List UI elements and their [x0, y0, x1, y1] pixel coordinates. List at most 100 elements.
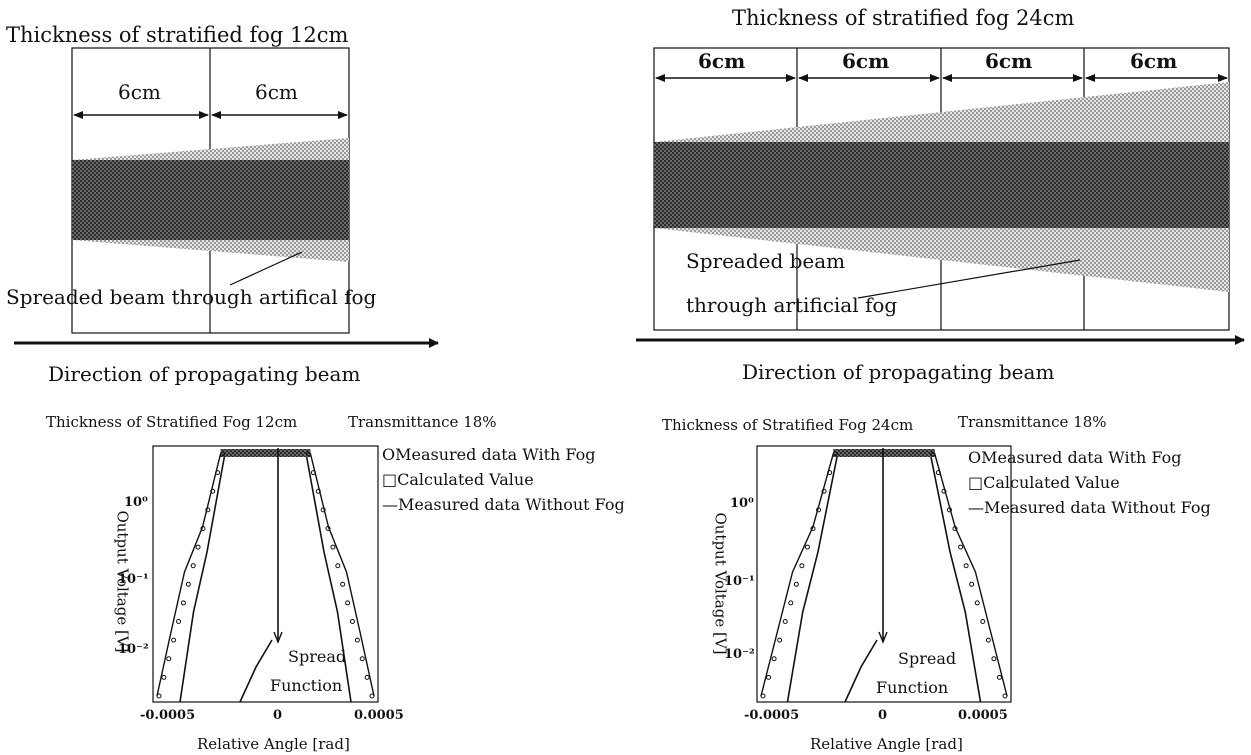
- right-legend-measured-nofog: —Measured data Without Fog: [968, 498, 1211, 517]
- right-segment-label-1: 6cm: [698, 49, 746, 73]
- right-annot-spread: Spread: [898, 649, 957, 668]
- right-ytick-2: 10⁻¹: [724, 574, 755, 589]
- left-annot-function: Function: [270, 676, 343, 695]
- left-plot-marker-left: [171, 637, 177, 643]
- left-diagram-title: Thickness of stratified fog 12cm: [6, 23, 349, 47]
- left-xtick-3: 0.0005: [354, 708, 404, 723]
- right-plot-marker-left: [804, 544, 810, 550]
- right-ytick-1: 10⁰: [730, 496, 754, 511]
- right-plot-transmittance: Transmittance 18%: [958, 413, 1107, 431]
- right-plot-spike-foot: [878, 631, 888, 644]
- left-plot-xlabel: Relative Angle [rad]: [197, 735, 350, 753]
- right-spread-bottom: [654, 228, 1229, 292]
- right-plot-marker-left: [816, 507, 822, 513]
- left-plot-spread-function-curve: [239, 639, 273, 703]
- right-plot-marker-right: [1002, 693, 1008, 699]
- right-plot-marker-left: [821, 488, 827, 494]
- right-diagram-title: Thickness of stratified fog 24cm: [732, 6, 1075, 30]
- left-annot-spread: Spread: [288, 647, 347, 666]
- right-plot-marker-left: [760, 693, 766, 699]
- left-plot-plateau-band: [220, 449, 311, 457]
- right-legend-calculated: □Calculated Value: [968, 473, 1120, 492]
- right-beam-label-line2: through artificial fog: [686, 293, 898, 317]
- right-fog-diagram: [636, 47, 1245, 345]
- left-plot-marker-left: [195, 544, 201, 550]
- right-plot-title: Thickness of Stratified Fog 24cm: [662, 416, 914, 434]
- left-plot-marker-right: [325, 525, 331, 531]
- right-xtick-3: 0.0005: [958, 708, 1008, 723]
- right-plot-ylabel: Output Voltage [V]: [711, 512, 730, 655]
- right-plot-marker-left: [782, 619, 788, 625]
- left-fog-diagram: [14, 47, 439, 348]
- left-plot-frame: [152, 445, 379, 703]
- right-plot-marker-right: [935, 470, 941, 476]
- left-plot-marker-left: [185, 581, 191, 587]
- left-beam-label: Spreaded beam through artifical fog: [6, 285, 377, 309]
- left-plot-marker-right: [320, 507, 326, 513]
- left-plot-marker-left: [166, 656, 172, 662]
- right-annot-function: Function: [876, 678, 949, 697]
- left-plot-marker-left: [190, 563, 196, 569]
- right-ytick-3: 10⁻²: [724, 647, 755, 662]
- right-xtick-2: 0: [878, 708, 888, 723]
- right-core-beam: [654, 142, 1229, 228]
- right-plot-marker-left: [799, 563, 805, 569]
- left-ytick-1: 10⁰: [124, 495, 148, 510]
- left-plot-marker-right: [369, 693, 375, 699]
- right-leader-line: [857, 259, 1081, 299]
- right-plot-marker-right: [963, 563, 969, 569]
- right-plot-marker-right: [952, 525, 958, 531]
- left-ytick-3: 10⁻²: [118, 642, 149, 657]
- left-plot-marker-left: [161, 674, 167, 680]
- right-beam-label-line1: Spreaded beam: [686, 249, 846, 273]
- right-plot-marker-right: [969, 581, 975, 587]
- left-plot-marker-right: [359, 656, 365, 662]
- right-plot-marker-right: [996, 674, 1002, 680]
- left-xtick-1: -0.0005: [140, 708, 196, 723]
- left-plot-marker-right: [345, 600, 351, 606]
- right-plot-plateau-band: [833, 449, 935, 457]
- left-plot-marker-right: [354, 637, 360, 643]
- left-plot-ylabel: Output Voltage [V]: [113, 510, 132, 653]
- right-xtick-1: -0.0005: [744, 708, 800, 723]
- left-plot-title: Thickness of Stratified Fog 12cm: [46, 413, 298, 431]
- left-segment-label-1: 6cm: [118, 80, 161, 104]
- right-plot-marker-left: [827, 470, 833, 476]
- right-segment-label-3: 6cm: [985, 49, 1033, 73]
- right-segment-label-2: 6cm: [842, 49, 890, 73]
- right-plot-marker-left: [777, 637, 783, 643]
- left-core-beam: [72, 160, 349, 240]
- right-plot-marker-right: [930, 451, 936, 457]
- right-plot-marker-right: [991, 656, 997, 662]
- left-plot-marker-left: [180, 600, 186, 606]
- left-plot-transmittance: Transmittance 18%: [348, 413, 497, 431]
- right-plot-marker-right: [974, 600, 980, 606]
- right-plot-frame: [756, 445, 1012, 703]
- left-plot-marker-left: [205, 507, 211, 513]
- left-legend-measured-fog: OMeasured data With Fog: [382, 445, 596, 464]
- left-ytick-2: 10⁻¹: [118, 572, 149, 587]
- right-plot-marker-left: [766, 674, 772, 680]
- right-plot-marker-left: [793, 581, 799, 587]
- right-plot-spread-function-curve: [844, 639, 878, 703]
- left-plot-marker-right: [349, 619, 355, 625]
- right-plot-marker-left: [810, 525, 816, 531]
- left-legend-calculated: □Calculated Value: [382, 470, 534, 489]
- left-spread-bottom: [72, 240, 349, 262]
- left-plot-marker-left: [215, 470, 221, 476]
- left-plot-marker-right: [335, 563, 341, 569]
- left-plot-marker-right: [306, 451, 311, 457]
- right-plot-marker-right: [985, 637, 991, 643]
- right-plot-marker-right: [946, 507, 952, 513]
- left-plot-marker-right: [315, 488, 321, 494]
- right-plot-marker-right: [958, 544, 964, 550]
- left-plot-spike-foot: [273, 631, 283, 644]
- left-plot-axes: [152, 445, 379, 703]
- right-direction-label: Direction of propagating beam: [742, 360, 1055, 384]
- right-spread-top: [654, 82, 1229, 142]
- right-segment-label-4: 6cm: [1130, 49, 1178, 73]
- left-spread-top: [72, 138, 349, 160]
- right-legend-measured-fog: OMeasured data With Fog: [968, 448, 1182, 467]
- left-plot-marker-left: [176, 619, 182, 625]
